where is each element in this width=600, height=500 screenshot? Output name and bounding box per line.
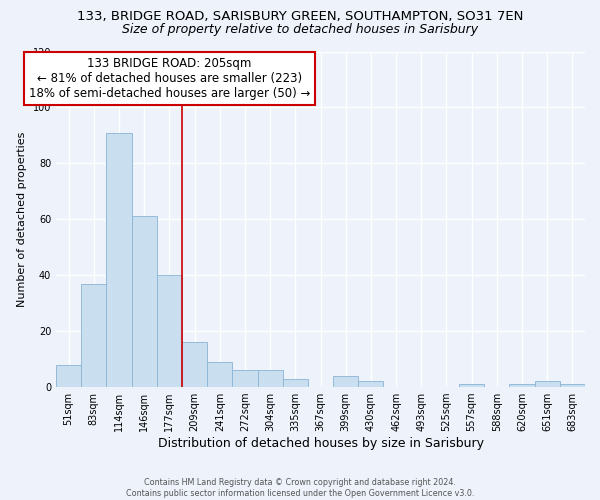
Bar	[257, 370, 283, 387]
Bar	[182, 342, 207, 387]
Bar	[358, 382, 383, 387]
Bar	[56, 364, 81, 387]
Bar	[509, 384, 535, 387]
Bar	[535, 382, 560, 387]
X-axis label: Distribution of detached houses by size in Sarisbury: Distribution of detached houses by size …	[158, 437, 484, 450]
Bar	[283, 378, 308, 387]
Text: Size of property relative to detached houses in Sarisbury: Size of property relative to detached ho…	[122, 22, 478, 36]
Bar	[560, 384, 585, 387]
Bar	[232, 370, 257, 387]
Bar	[106, 132, 131, 387]
Bar	[333, 376, 358, 387]
Bar	[459, 384, 484, 387]
Text: Contains HM Land Registry data © Crown copyright and database right 2024.
Contai: Contains HM Land Registry data © Crown c…	[126, 478, 474, 498]
Text: 133, BRIDGE ROAD, SARISBURY GREEN, SOUTHAMPTON, SO31 7EN: 133, BRIDGE ROAD, SARISBURY GREEN, SOUTH…	[77, 10, 523, 23]
Bar	[131, 216, 157, 387]
Bar	[207, 362, 232, 387]
Y-axis label: Number of detached properties: Number of detached properties	[17, 132, 27, 307]
Bar	[157, 275, 182, 387]
Text: 133 BRIDGE ROAD: 205sqm
← 81% of detached houses are smaller (223)
18% of semi-d: 133 BRIDGE ROAD: 205sqm ← 81% of detache…	[29, 57, 310, 100]
Bar	[81, 284, 106, 387]
